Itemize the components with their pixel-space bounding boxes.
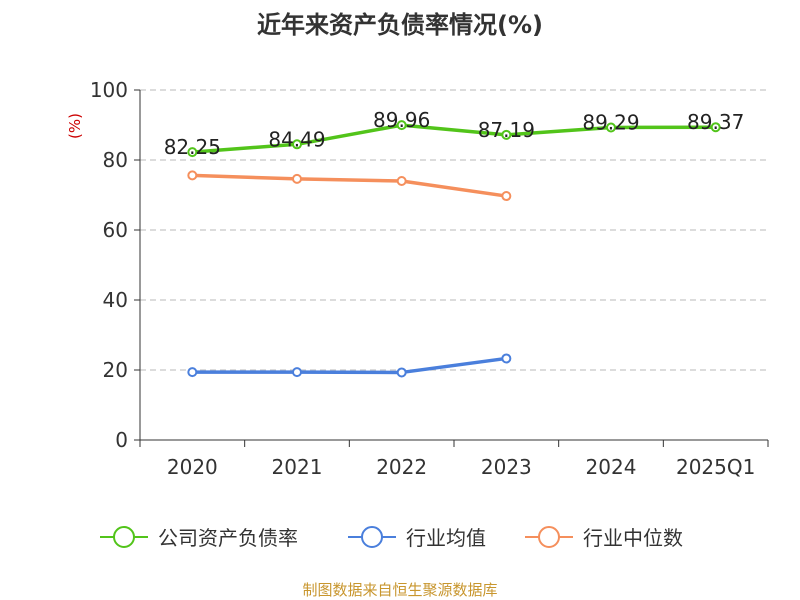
data-point[interactable] bbox=[187, 170, 198, 181]
series-line bbox=[192, 123, 716, 154]
y-tick-label: 100 bbox=[90, 78, 128, 102]
data-label: 87.19 bbox=[478, 118, 535, 142]
x-tick-label: 2023 bbox=[481, 455, 532, 479]
x-tick-label: 2021 bbox=[272, 455, 323, 479]
legend[interactable]: 公司资产负债率 行业均值 行业中位数 bbox=[100, 526, 683, 550]
data-point[interactable] bbox=[710, 122, 721, 133]
legend-item[interactable]: 行业均值 bbox=[348, 526, 486, 550]
data-point[interactable] bbox=[501, 353, 512, 364]
x-tick-label: 2025Q1 bbox=[676, 455, 755, 479]
data-label: 82.25 bbox=[164, 135, 221, 159]
data-point[interactable] bbox=[501, 129, 512, 140]
data-point[interactable] bbox=[396, 176, 407, 186]
series-line bbox=[192, 173, 507, 198]
data-point[interactable] bbox=[396, 120, 407, 131]
chart-title: 近年来资产负债率情况(%) bbox=[257, 11, 543, 39]
legend-label: 公司资产负债率 bbox=[158, 526, 298, 550]
legend-marker bbox=[361, 526, 383, 548]
data-point[interactable] bbox=[292, 173, 302, 184]
legend-marker bbox=[113, 526, 135, 548]
legend-marker bbox=[538, 526, 560, 548]
y-axis-label: (%) bbox=[66, 113, 84, 139]
y-tick-label: 0 bbox=[115, 428, 128, 452]
legend-label: 行业中位数 bbox=[583, 526, 683, 550]
legend-item[interactable]: 行业中位数 bbox=[525, 526, 683, 550]
data-label: 89.29 bbox=[582, 110, 639, 134]
data-point[interactable] bbox=[396, 367, 407, 378]
data-label: 89.96 bbox=[373, 108, 430, 132]
data-label: 84.49 bbox=[268, 127, 325, 151]
source-note: 制图数据来自恒生聚源数据库 bbox=[302, 581, 497, 599]
data-point[interactable] bbox=[501, 191, 512, 202]
legend-label: 行业均值 bbox=[406, 526, 486, 550]
x-tick-label: 2024 bbox=[586, 455, 637, 479]
y-tick-label: 40 bbox=[103, 288, 128, 312]
data-labels: 82.25 84.49 89.96 87.19 89.29 89.37 bbox=[164, 108, 745, 159]
data-point[interactable] bbox=[292, 367, 302, 378]
data-point[interactable] bbox=[606, 122, 616, 133]
series-line bbox=[192, 356, 507, 375]
data-label: 89.37 bbox=[687, 110, 744, 134]
axes: 0 20 40 60 80 100 2020 2021 2022 2023 2024 2025Q1 bbox=[90, 78, 769, 479]
data-point[interactable] bbox=[187, 147, 198, 158]
y-tick-label: 20 bbox=[103, 358, 128, 382]
data-point[interactable] bbox=[187, 367, 198, 378]
x-tick-label: 2020 bbox=[167, 455, 218, 479]
y-tick-label: 60 bbox=[103, 218, 128, 242]
grid bbox=[140, 89, 768, 371]
series-layer bbox=[187, 120, 721, 378]
data-point[interactable] bbox=[292, 139, 302, 150]
y-tick-label: 80 bbox=[103, 148, 128, 172]
legend-item[interactable]: 公司资产负债率 bbox=[100, 526, 298, 550]
x-tick-label: 2022 bbox=[376, 455, 427, 479]
